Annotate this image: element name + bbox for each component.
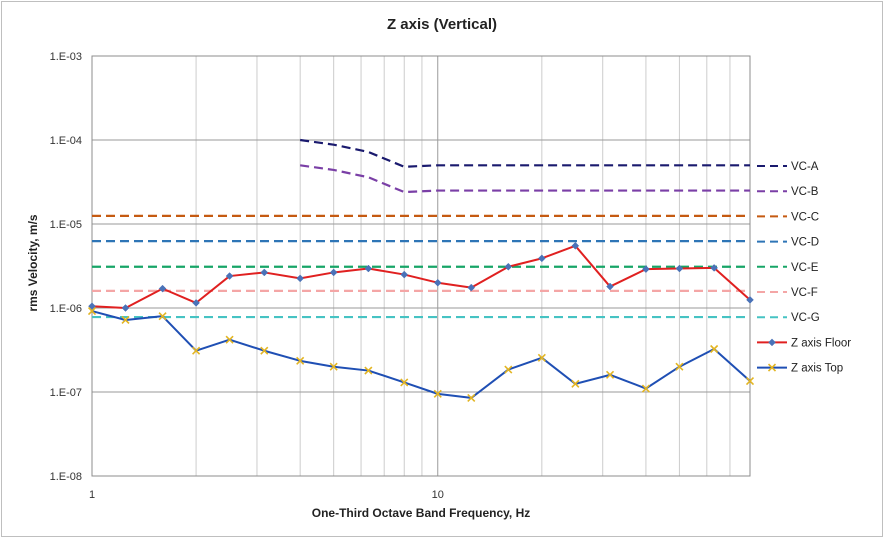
x-tick-label: 10 [432,489,444,501]
data-point-x [467,393,476,402]
data-point-diamond [296,274,305,283]
data-point-x [158,312,167,321]
legend-label-z-axis-floor: Z axis Floor [791,337,851,349]
data-point-x [605,370,615,379]
data-point-x [400,378,409,387]
axis-tick-labels: 1.E-03 1.E-04 1.E-05 1.E-06 1.E-07 1.E-08 1 10 [50,51,444,501]
data-point-diamond [121,304,130,312]
data-point-x [504,365,513,374]
data-point-diamond [433,278,442,287]
y-tick-label: 1.E-07 [50,387,82,399]
series-line-z-axis-floor [91,244,751,309]
legend-label-vc-g: VC-G [791,312,820,324]
y-tick-label: 1.E-08 [50,471,82,483]
data-point-diamond [88,302,96,311]
y-tick-label: 1.E-05 [50,219,82,231]
legend-label-vc-f: VC-F [791,287,818,299]
data-point-x [192,346,201,355]
data-point-x [710,344,719,354]
data-point-x [641,384,650,393]
data-point-diamond [675,264,684,273]
data-point-diamond [260,268,269,277]
x-tick-label: 1 [89,489,95,501]
legend-label-vc-c: VC-C [791,211,819,223]
data-point-diamond [364,264,373,273]
legend-label-vc-d: VC-D [791,237,819,249]
data-point-diamond [710,264,718,272]
data-point-x [745,376,755,386]
legend-label-vc-a: VC-A [791,161,819,173]
data-point-diamond [329,268,338,277]
chart-title: Z axis (Vertical) [386,16,498,33]
data-point-x [767,363,777,372]
y-tick-label: 1.E-04 [50,135,82,147]
series-line-vc-b [300,164,750,194]
data-point-diamond [225,272,234,280]
series-line-z-axis-top [91,310,751,399]
data-point-diamond [537,254,546,263]
data-point-x [537,353,546,362]
data-point-x [329,362,338,371]
data-point-diamond [192,299,200,307]
data-point-diamond [467,283,476,292]
data-point-x [260,346,269,355]
data-point-x [433,389,442,398]
x-axis-label: One-Third Octave Band Frequency, Hz [311,506,531,520]
gridlines [91,55,751,477]
data-point-x [121,315,130,325]
data-point-diamond [400,270,409,279]
legend: VC-A VC-B VC-C VC-D VC-E VC-F VC-G Z axis Floor… [757,161,851,375]
data-point-x [87,306,97,316]
data-point-diamond [158,284,167,293]
data-point-diamond [768,338,776,347]
series-line-vc-a [300,138,750,168]
data-point-diamond [571,241,580,250]
data-point-diamond [642,265,650,274]
data-point-diamond [746,296,754,304]
data-point-diamond [504,262,513,271]
data-series [87,138,755,402]
data-point-x [225,335,234,344]
data-point-x [296,356,305,365]
y-tick-label: 1.E-06 [50,303,82,315]
data-point-x [571,379,580,388]
legend-label-vc-e: VC-E [791,262,819,274]
y-tick-label: 1.E-03 [50,51,82,63]
data-point-x [675,362,684,371]
legend-label-z-axis-top: Z axis Top [791,363,843,375]
data-point-diamond [606,282,614,291]
legend-label-vc-b: VC-B [791,186,819,198]
data-point-x [364,366,373,375]
